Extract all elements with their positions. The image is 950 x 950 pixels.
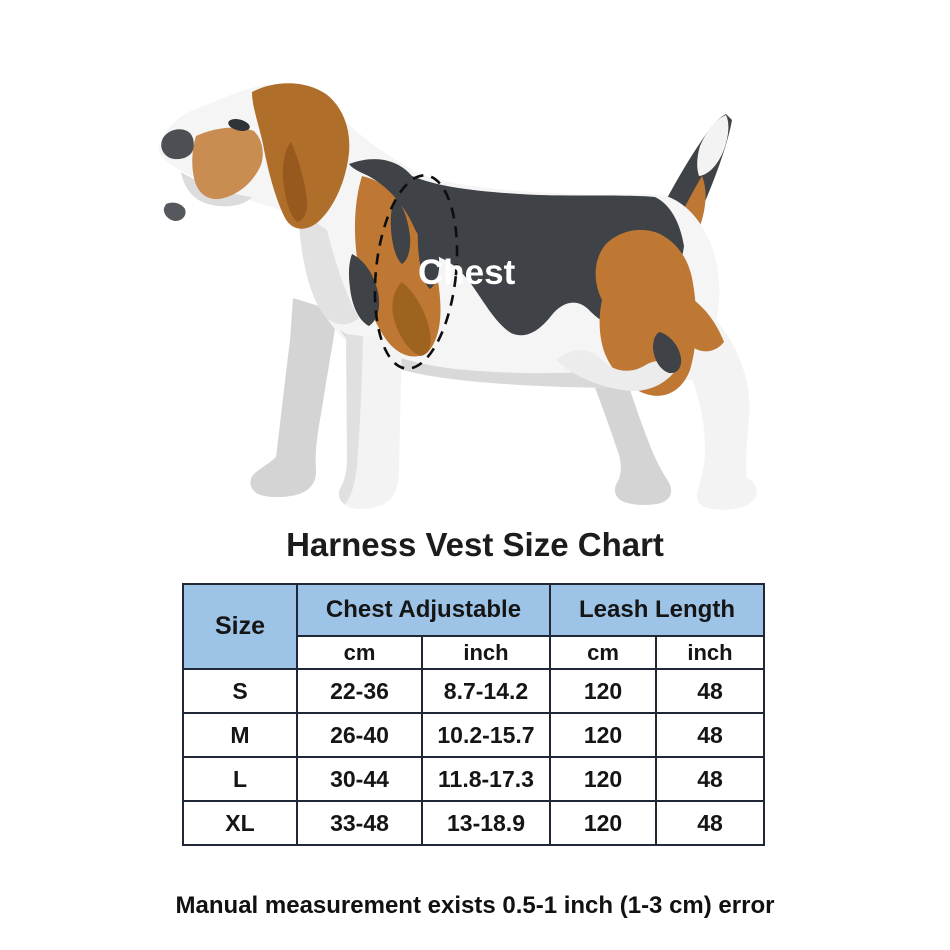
dog-saddle-blob (348, 254, 380, 326)
dog-shoulder-shadow (392, 282, 431, 356)
dog-thigh-patch (687, 296, 724, 352)
size-cell: XL (182, 800, 298, 846)
size-cell: L (182, 756, 298, 802)
leash-cm-cell: 120 (549, 712, 657, 758)
unit-chest-cm: cm (296, 635, 423, 670)
dog-far-front-leg (250, 298, 338, 498)
dog-saddle-finger-2 (417, 212, 440, 289)
dog-illustration: Chest (161, 83, 757, 510)
chest-inch-cell: 8.7-14.2 (421, 668, 551, 714)
chest-inch-cell: 11.8-17.3 (421, 756, 551, 802)
measurement-error-note: Manual measurement exists 0.5-1 inch (1-… (175, 892, 775, 919)
dog-tail-white-tip (697, 115, 729, 176)
dog-eye (228, 119, 250, 131)
leash-length-header: Leash Length (549, 583, 765, 637)
table-row-m: M 26-40 10.2-15.7 120 48 (182, 712, 765, 758)
page-title: Harness Vest Size Chart (286, 526, 664, 563)
dog-saddle-finger-1 (390, 198, 411, 264)
unit-chest-inch: inch (421, 635, 551, 670)
chest-inch-cell: 10.2-15.7 (421, 712, 551, 758)
chest-cm-cell: 26-40 (296, 712, 423, 758)
size-chart-table: Size Chest Adjustable Leash Length cm in… (182, 583, 765, 846)
unit-leash-cm: cm (549, 635, 657, 670)
chest-inch-cell: 13-18.9 (421, 800, 551, 846)
table-row-xl: XL 33-48 13-18.9 120 48 (182, 800, 765, 846)
group-header-row: Size Chest Adjustable Leash Length (182, 583, 765, 670)
leash-inch-cell: 48 (655, 756, 765, 802)
leash-inch-cell: 48 (655, 668, 765, 714)
chest-cm-cell: 22-36 (296, 668, 423, 714)
leash-cm-cell: 120 (549, 756, 657, 802)
leash-inch-cell: 48 (655, 800, 765, 846)
size-cell: S (182, 668, 298, 714)
chest-cm-cell: 30-44 (296, 756, 423, 802)
dog-face-patch (192, 127, 263, 200)
chest-label: Chest (418, 253, 516, 292)
dog-mouth-mark (163, 202, 186, 221)
size-cell: M (182, 712, 298, 758)
dog-rump-wave (556, 350, 676, 392)
dog-ear (252, 83, 350, 229)
dog-nose (161, 129, 194, 160)
leash-cm-cell: 120 (549, 668, 657, 714)
table-row-s: S 22-36 8.7-14.2 120 48 (182, 668, 765, 714)
dog-near-front-leg-shade (338, 334, 363, 504)
dog-hip-spot (653, 332, 682, 374)
chest-measure-ellipse (373, 174, 459, 370)
chest-adjustable-header: Chest Adjustable (296, 583, 551, 637)
dog-ear-inner (282, 142, 308, 222)
dog-neck-shading (299, 216, 359, 325)
chest-cm-cell: 33-48 (296, 800, 423, 846)
size-column-header: Size (182, 583, 298, 670)
leash-inch-cell: 48 (655, 712, 765, 758)
leash-cm-cell: 120 (549, 800, 657, 846)
unit-leash-inch: inch (655, 635, 765, 670)
unit-header-row: cm inch cm inch (183, 635, 765, 670)
table-row-l: L 30-44 11.8-17.3 120 48 (182, 756, 765, 802)
